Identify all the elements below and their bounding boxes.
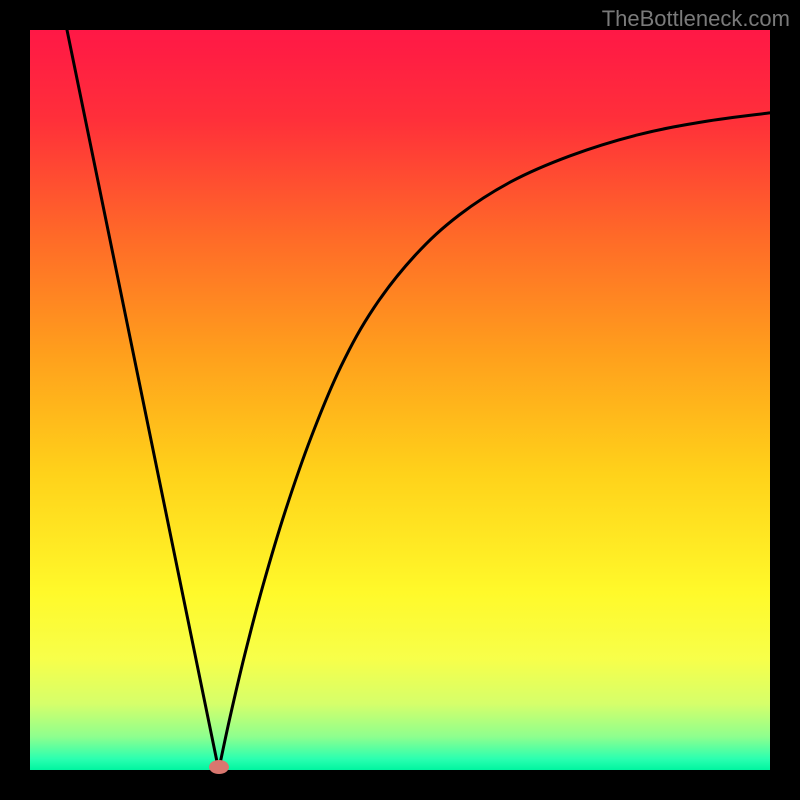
bottleneck-curve [67,30,770,770]
watermark-text: TheBottleneck.com [602,6,790,32]
curve-svg [30,30,770,770]
plot-area [30,30,770,770]
chart-container: TheBottleneck.com [0,0,800,800]
minimum-marker [209,760,229,774]
